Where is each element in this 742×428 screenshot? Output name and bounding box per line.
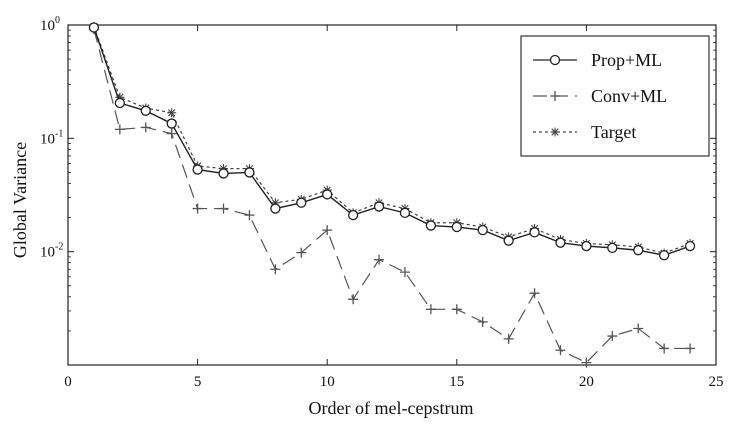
data-point: [348, 294, 359, 305]
data-point: [425, 304, 436, 315]
data-point: [503, 235, 514, 246]
data-point: [192, 164, 203, 175]
data-point: [218, 168, 229, 179]
data-point: [347, 209, 359, 221]
data-point: [270, 198, 280, 208]
data-point: [685, 343, 696, 354]
data-point: [322, 189, 333, 200]
x-tick-label: 15: [449, 374, 464, 390]
data-point: [140, 105, 151, 116]
series-prop-ml: [88, 22, 696, 261]
data-point: [633, 245, 644, 256]
data-point: [218, 203, 229, 214]
data-point: [270, 264, 281, 275]
data-point: [555, 345, 566, 356]
data-point: [477, 224, 488, 236]
data-point: [399, 267, 410, 278]
legend: Prop+ML Conv+ML Target: [520, 35, 710, 157]
data-point: [555, 237, 566, 248]
legend-marker: [550, 91, 560, 101]
data-point: [477, 316, 488, 327]
data-point: [503, 333, 514, 344]
legend-marker: [550, 127, 560, 137]
data-point: [581, 240, 592, 252]
data-point: [114, 124, 125, 135]
data-point: [373, 201, 385, 212]
data-point: [114, 97, 125, 109]
data-point: [270, 203, 281, 214]
data-point: [296, 197, 307, 208]
data-point: [322, 225, 333, 236]
y-axis: 100 10-1 10-2: [40, 15, 716, 332]
x-axis: 0 5 10 15 20 25: [64, 25, 724, 390]
legend-item: Target: [533, 122, 636, 142]
series-line: [93, 28, 691, 364]
data-point: [607, 331, 618, 342]
legend-label: Conv+ML: [591, 86, 667, 106]
x-tick-label: 0: [64, 374, 72, 390]
data-point: [425, 220, 437, 231]
data-point: [684, 240, 696, 252]
plot-area: [67, 24, 717, 366]
legend-item: Conv+ML: [533, 86, 667, 106]
legend-label: Target: [591, 122, 636, 142]
y-tick-label: 10-2: [40, 242, 63, 261]
data-point: [115, 92, 125, 102]
y-tick-label: 100: [40, 15, 60, 34]
data-point: [374, 254, 385, 265]
data-point: [529, 227, 540, 238]
data-point: [399, 207, 411, 219]
data-point: [166, 128, 177, 139]
data-point: [296, 247, 307, 258]
legend-marker: [549, 54, 561, 66]
data-point: [166, 118, 177, 129]
data-point: [633, 323, 644, 334]
plot-frame: [67, 24, 717, 366]
legend-item: Prop+ML: [533, 50, 662, 70]
data-point: [607, 242, 618, 254]
data-point: [167, 108, 177, 118]
data-point: [244, 167, 255, 178]
data-point: [529, 288, 540, 299]
x-tick-label: 20: [579, 374, 594, 390]
data-point: [140, 122, 151, 133]
data-point: [451, 221, 462, 233]
x-tick-label: 5: [194, 374, 202, 390]
data-point: [192, 203, 203, 214]
y-axis-label: Global Variance: [10, 142, 30, 258]
data-point: [659, 250, 670, 261]
data-point: [659, 343, 670, 354]
legend-label: Prop+ML: [591, 50, 662, 70]
data-point: [581, 357, 592, 368]
data-point: [451, 304, 462, 315]
data-point: [244, 210, 255, 221]
series-layer: [88, 21, 696, 368]
y-tick-label: 10-1: [40, 128, 63, 147]
x-tick-label: 25: [709, 374, 724, 390]
data-point: [88, 22, 100, 33]
x-axis-label: Order of mel-cepstrum: [309, 398, 474, 418]
x-tick-label: 10: [320, 374, 335, 390]
